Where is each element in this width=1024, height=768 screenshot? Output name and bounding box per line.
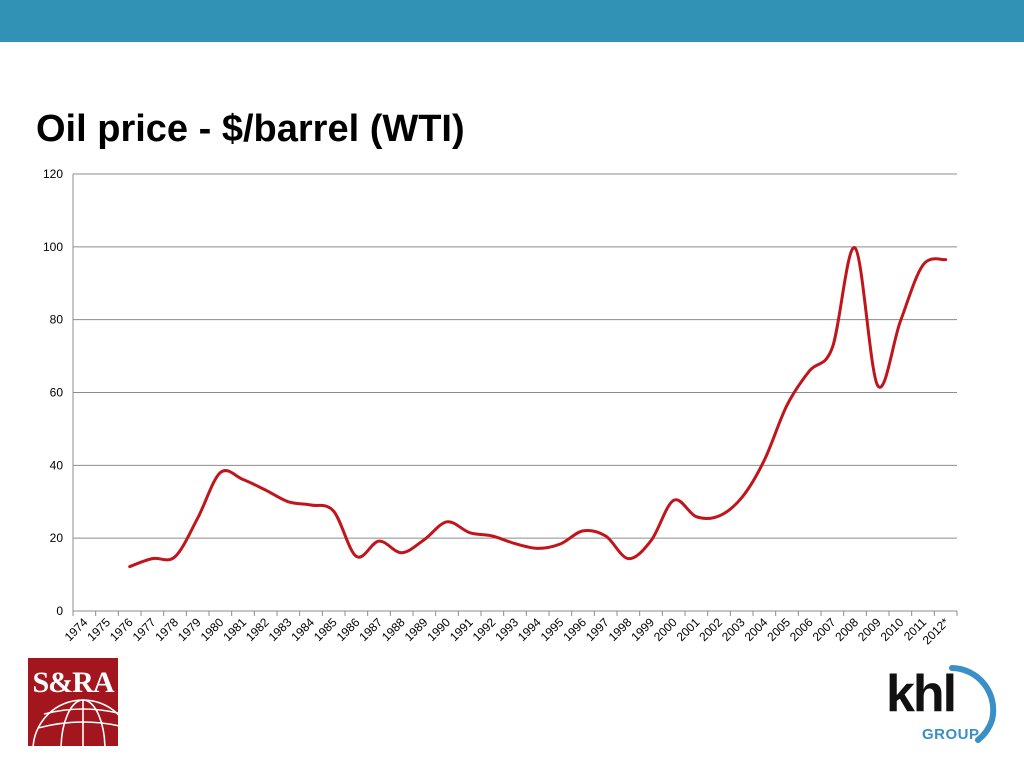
x-tick-label: 2009: [855, 615, 884, 644]
x-tick-label: 2006: [787, 615, 816, 644]
x-tick-label: 2005: [764, 615, 793, 644]
x-tick-label: 1992: [470, 615, 499, 644]
x-tick-label: 1986: [334, 615, 363, 644]
y-tick-label: 0: [56, 604, 63, 618]
globe-icon: [32, 699, 118, 746]
x-tick-label: 1997: [583, 615, 612, 644]
x-tick-label: 1987: [356, 615, 385, 644]
x-tick-label: 1977: [130, 615, 159, 644]
x-tick-label: 1979: [175, 615, 204, 644]
x-tick-label: 1993: [492, 615, 521, 644]
arc-icon: [949, 665, 997, 743]
y-tick-label: 80: [50, 313, 64, 327]
slide-title: Oil price - $/barrel (WTI): [36, 108, 465, 150]
x-tick-label: 2000: [651, 615, 680, 644]
sra-logo: S&RA: [28, 658, 118, 746]
x-tick-label: 2007: [810, 615, 839, 644]
axes: [72, 174, 958, 616]
x-tick-label: 1978: [152, 615, 181, 644]
y-tick-label: 60: [50, 386, 64, 400]
x-tick-label: 1981: [220, 615, 249, 644]
x-tick-label: 2010: [878, 615, 907, 644]
sra-logo-text: S&RA: [32, 666, 114, 699]
x-tick-label: 2012*: [920, 615, 952, 647]
x-tick-label: 2004: [742, 615, 771, 644]
y-tick-labels: 0 20 40 60 80 100 120: [43, 167, 63, 618]
x-tick-label: 1998: [606, 615, 635, 644]
x-tick-label: 1980: [198, 615, 227, 644]
x-tick-label: 1975: [84, 615, 113, 644]
x-tick-label: 1983: [266, 615, 295, 644]
x-tick-label: 1982: [243, 615, 272, 644]
y-tick-label: 20: [50, 531, 64, 545]
khl-logo-text: khl: [886, 665, 957, 723]
x-tick-label: 1985: [311, 615, 340, 644]
x-tick-label: 1989: [402, 615, 431, 644]
sra-logo-background: [28, 658, 118, 746]
x-tick-label: 2003: [719, 615, 748, 644]
x-tick-label: 1974: [62, 615, 91, 644]
y-tick-label: 40: [50, 458, 64, 472]
x-tick-label: 1999: [628, 615, 657, 644]
x-tick-label: 1996: [560, 615, 589, 644]
gridlines: [73, 173, 957, 539]
khl-group-logo: khl GROUP: [882, 660, 1002, 750]
x-tick-label: 1988: [379, 615, 408, 644]
x-tick-label: 1994: [515, 615, 544, 644]
x-tick-label: 1991: [447, 615, 476, 644]
x-tick-labels: 1974197519761977197819791980198119821983…: [62, 615, 952, 647]
top-banner-bar: [0, 0, 1024, 42]
x-tick-label: 1995: [538, 615, 567, 644]
x-tick-label: 2008: [832, 615, 861, 644]
y-tick-label: 120: [43, 167, 63, 181]
x-tick-label: 2002: [696, 615, 725, 644]
x-tick-label: 1990: [424, 615, 453, 644]
x-tick-label: 2001: [674, 615, 703, 644]
series-line: [128, 246, 948, 569]
y-tick-label: 100: [43, 240, 63, 254]
x-tick-label: 1984: [288, 615, 317, 644]
khl-logo-subtext: GROUP: [922, 726, 980, 743]
series-layer: [128, 246, 948, 569]
oil-price-line-chart: 0 20 40 60 80 100 120 197419751976197719781979…: [43, 167, 958, 647]
x-tick-label: 1976: [107, 615, 136, 644]
